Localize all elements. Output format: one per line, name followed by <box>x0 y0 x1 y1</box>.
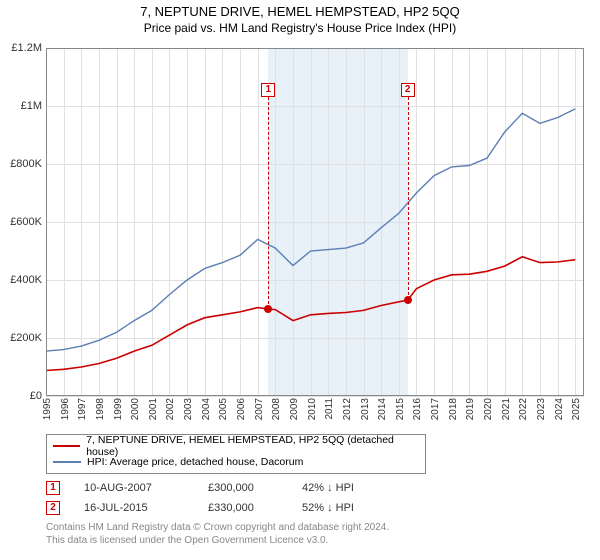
y-tick-label: £1M <box>2 100 42 112</box>
x-tick-label: 2017 <box>430 398 441 430</box>
marker-dot <box>404 296 412 304</box>
legend-item: 7, NEPTUNE DRIVE, HEMEL HEMPSTEAD, HP2 5… <box>53 438 419 454</box>
grid-h <box>46 396 584 397</box>
x-tick-label: 2021 <box>501 398 512 430</box>
plot-border <box>46 48 584 396</box>
x-tick-label: 2016 <box>412 398 423 430</box>
x-tick-label: 1998 <box>95 398 106 430</box>
x-tick-label: 2003 <box>183 398 194 430</box>
y-tick-label: £200K <box>2 332 42 344</box>
legend-label: 7, NEPTUNE DRIVE, HEMEL HEMPSTEAD, HP2 5… <box>86 434 419 458</box>
x-tick-label: 2012 <box>342 398 353 430</box>
chart-subtitle: Price paid vs. HM Land Registry's House … <box>0 21 600 35</box>
transaction-price: £300,000 <box>208 482 278 494</box>
y-tick-label: £600K <box>2 216 42 228</box>
x-tick-label: 2013 <box>360 398 371 430</box>
x-tick-label: 2022 <box>518 398 529 430</box>
chart-plot-area: 12 £0£200K£400K£600K£800K£1M£1.2M 199519… <box>46 48 584 396</box>
legend-swatch <box>53 445 80 447</box>
y-tick-label: £0 <box>2 390 42 402</box>
marker-dot <box>264 305 272 313</box>
chart-title: 7, NEPTUNE DRIVE, HEMEL HEMPSTEAD, HP2 5… <box>0 4 600 19</box>
transaction-hpi-delta: 52% ↓ HPI <box>302 502 392 514</box>
x-tick-label: 2015 <box>395 398 406 430</box>
transaction-hpi-delta: 42% ↓ HPI <box>302 482 392 494</box>
x-tick-label: 2009 <box>289 398 300 430</box>
y-tick-label: £1.2M <box>2 42 42 54</box>
x-tick-label: 1997 <box>77 398 88 430</box>
transaction-marker-icon: 2 <box>46 501 60 515</box>
x-tick-label: 2004 <box>201 398 212 430</box>
marker-line <box>268 97 269 309</box>
marker-box: 2 <box>401 83 415 97</box>
x-tick-label: 2014 <box>377 398 388 430</box>
footnote-line2: This data is licensed under the Open Gov… <box>46 535 389 548</box>
y-tick-label: £400K <box>2 274 42 286</box>
transaction-table: 1 10-AUG-2007 £300,000 42% ↓ HPI 2 16-JUL-201… <box>46 478 392 518</box>
x-tick-label: 2008 <box>271 398 282 430</box>
transaction-date: 10-AUG-2007 <box>84 482 184 494</box>
x-tick-label: 2018 <box>448 398 459 430</box>
x-tick-label: 2000 <box>130 398 141 430</box>
x-tick-label: 2010 <box>307 398 318 430</box>
x-tick-label: 2006 <box>236 398 247 430</box>
x-tick-label: 2019 <box>465 398 476 430</box>
x-tick-label: 2007 <box>254 398 265 430</box>
x-tick-label: 2005 <box>218 398 229 430</box>
footnote-line1: Contains HM Land Registry data © Crown c… <box>46 522 389 535</box>
x-tick-label: 2002 <box>165 398 176 430</box>
chart-container: 7, NEPTUNE DRIVE, HEMEL HEMPSTEAD, HP2 5… <box>0 0 600 560</box>
marker-line <box>408 97 409 301</box>
x-tick-label: 2001 <box>148 398 159 430</box>
x-tick-label: 2020 <box>483 398 494 430</box>
x-tick-label: 2024 <box>554 398 565 430</box>
transaction-date: 16-JUL-2015 <box>84 502 184 514</box>
title-block: 7, NEPTUNE DRIVE, HEMEL HEMPSTEAD, HP2 5… <box>0 0 600 35</box>
footnote: Contains HM Land Registry data © Crown c… <box>46 522 389 547</box>
transaction-row: 1 10-AUG-2007 £300,000 42% ↓ HPI <box>46 478 392 498</box>
x-tick-label: 1996 <box>60 398 71 430</box>
legend-swatch <box>53 461 81 463</box>
transaction-price: £330,000 <box>208 502 278 514</box>
y-tick-label: £800K <box>2 158 42 170</box>
x-tick-label: 1995 <box>42 398 53 430</box>
x-tick-label: 2023 <box>536 398 547 430</box>
legend-label: HPI: Average price, detached house, Daco… <box>87 456 303 468</box>
x-tick-label: 2011 <box>324 398 335 430</box>
legend: 7, NEPTUNE DRIVE, HEMEL HEMPSTEAD, HP2 5… <box>46 434 426 474</box>
transaction-row: 2 16-JUL-2015 £330,000 52% ↓ HPI <box>46 498 392 518</box>
x-tick-label: 1999 <box>113 398 124 430</box>
marker-box: 1 <box>261 83 275 97</box>
transaction-marker-icon: 1 <box>46 481 60 495</box>
x-tick-label: 2025 <box>571 398 582 430</box>
